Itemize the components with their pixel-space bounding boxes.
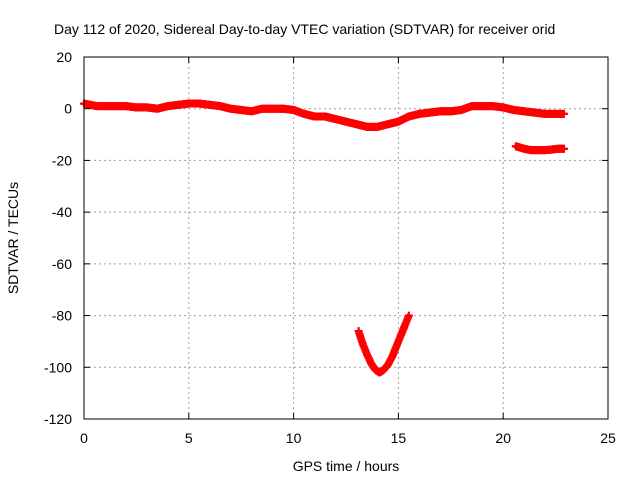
- y-tick-label: 20: [56, 49, 72, 65]
- y-axis-label: SDTVAR / TECUs: [5, 182, 21, 294]
- series-1: [511, 142, 568, 155]
- y-tick-label: 0: [64, 101, 72, 117]
- series-0: [80, 99, 568, 131]
- y-tick-label: -60: [52, 256, 72, 272]
- y-tick-label: -80: [52, 308, 72, 324]
- data-points: [80, 99, 568, 377]
- chart-title: Day 112 of 2020, Sidereal Day-to-day VTE…: [54, 21, 555, 37]
- x-axis-label: GPS time / hours: [293, 458, 400, 474]
- plot-frame: [83, 56, 609, 420]
- ticks: 0 5 10 15 20 25 20 0 -20 -40 -60 -80 -100 -120: [44, 49, 616, 446]
- x-tick-label: 25: [600, 430, 616, 446]
- y-tick-label: -40: [52, 204, 72, 220]
- data-point: [559, 109, 568, 118]
- data-point: [559, 144, 568, 153]
- y-tick-label: -120: [44, 411, 72, 427]
- x-tick-label: 0: [80, 430, 88, 446]
- x-tick-label: 5: [185, 430, 193, 446]
- y-tick-label: -20: [52, 152, 72, 168]
- data-point: [404, 311, 413, 320]
- x-tick-label: 10: [286, 430, 302, 446]
- y-tick-label: -100: [44, 359, 72, 375]
- x-tick-label: 15: [391, 430, 407, 446]
- x-tick-label: 20: [495, 430, 511, 446]
- series-2: [354, 311, 413, 377]
